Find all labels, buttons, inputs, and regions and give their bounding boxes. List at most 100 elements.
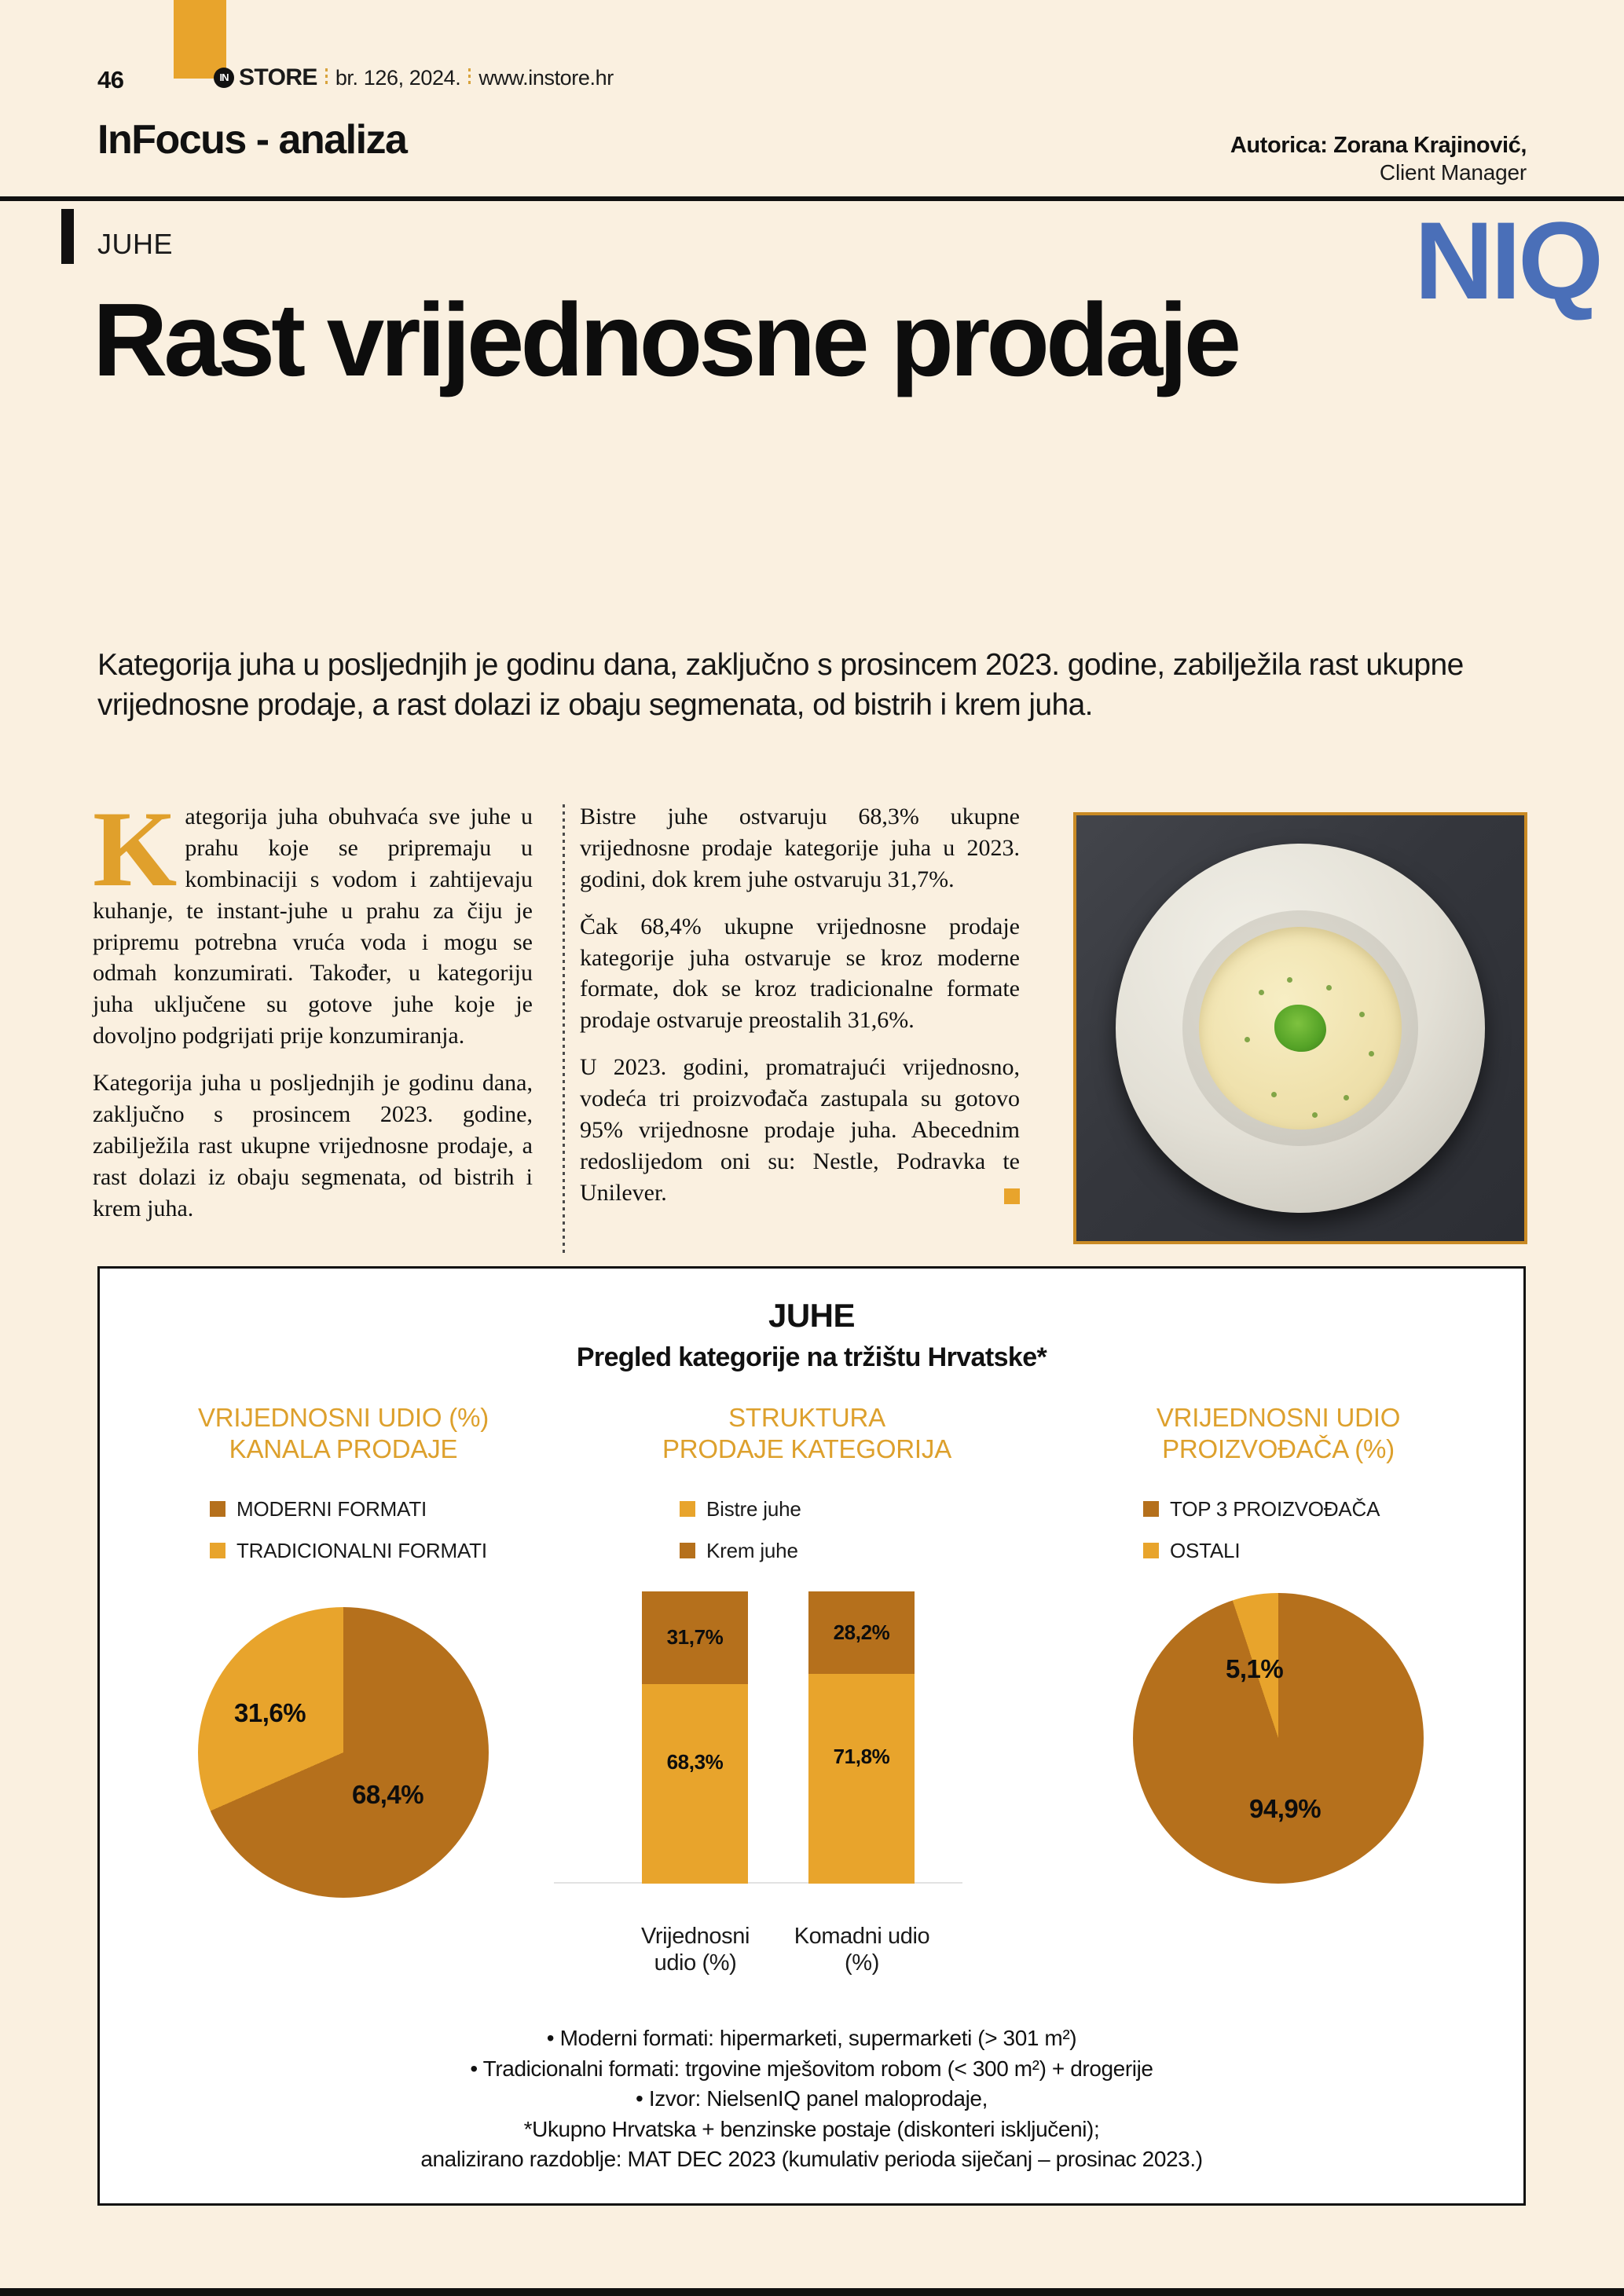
author-role: Client Manager	[1379, 160, 1527, 185]
end-of-article-mark-icon	[1004, 1188, 1020, 1204]
lede-paragraph: Kategorija juha u posljednjih je godinu …	[97, 648, 1464, 722]
footnote-line: *Ukupno Hrvatska + benzinske postaje (di…	[523, 2116, 1100, 2141]
legend-label: Bistre juhe	[706, 1496, 801, 1521]
page-number: 46	[97, 66, 124, 93]
paragraph: Kategorija juha u posljednjih je godinu …	[93, 1067, 533, 1224]
herb-speck	[1259, 990, 1264, 995]
herb-speck	[1312, 1112, 1318, 1118]
legend-swatch-icon	[210, 1543, 225, 1558]
masthead-color-block	[174, 0, 226, 79]
pie-value-label: 94,9%	[1249, 1793, 1322, 1823]
pie-slices	[1133, 1592, 1424, 1884]
chart-title: VRIJEDNOSNI UDIO PROIZVOĐAČA (%)	[1043, 1402, 1514, 1466]
legend-label: TOP 3 PROIZVOĐAČA	[1170, 1496, 1380, 1521]
instore-logo: IN STORE	[214, 64, 317, 91]
herb-speck	[1326, 985, 1332, 991]
chart-panel-subtitle: Pregled kategorije na tržištu Hrvatske*	[576, 1342, 1047, 1372]
legend-swatch-icon	[680, 1543, 695, 1558]
brand-name: STORE	[239, 64, 317, 90]
section-title: InFocus - analiza	[97, 117, 408, 163]
pie-slices	[198, 1606, 489, 1898]
paragraph-text: ategorija juha obuhvaća sve juhe u prahu…	[93, 804, 533, 1049]
chart-panel-title: JUHE	[768, 1297, 856, 1334]
chart-title-line2: KANALA PRODAJE	[229, 1434, 458, 1464]
chart-title-line1: VRIJEDNOSNI UDIO	[1156, 1403, 1401, 1432]
chart-value-share-channels: VRIJEDNOSNI UDIO (%) KANALA PRODAJE MODE…	[115, 1402, 571, 2031]
chart-legend: MODERNI FORMATI TRADICIONALNI FORMATI	[115, 1497, 571, 1563]
chart-title-line2: PROIZVOĐAČA (%)	[1162, 1434, 1395, 1464]
pie-chart: 31,6% 68,4%	[198, 1606, 489, 1898]
chart-legend: TOP 3 PROIZVOĐAČA OSTALI	[1043, 1497, 1514, 1563]
chart-footnotes: • Moderni formati: hipermarketi, superma…	[100, 2023, 1523, 2175]
herb-speck	[1369, 1051, 1374, 1056]
bar-segment-bistre: 68,3%	[642, 1683, 748, 1884]
bar-segment-bistre: 71,8%	[808, 1673, 915, 1884]
website-link[interactable]: www.instore.hr	[478, 65, 614, 90]
header-divider	[0, 196, 1624, 201]
x-tick-label: Vrijednosni udio (%)	[641, 1923, 750, 1976]
chart-title-line1: VRIJEDNOSNI UDIO (%)	[197, 1403, 489, 1432]
kicker-label: JUHE	[97, 228, 174, 260]
author-name: Autorica: Zorana Krajinović,	[1230, 133, 1527, 158]
herb-speck	[1344, 1095, 1349, 1100]
x-tick-label: Komadni udio (%)	[794, 1923, 930, 1976]
stacked-bar-chart: 31,7% 68,3% 28,2% 71,8%	[554, 1590, 1027, 1920]
chart-category-structure: STRUKTURA PRODAJE KATEGORIJA Bistre juhe…	[554, 1402, 1027, 2031]
chart-title: VRIJEDNOSNI UDIO (%) KANALA PRODAJE	[115, 1402, 571, 1466]
issue-label: br. 126, 2024.	[335, 65, 461, 90]
legend-swatch-icon	[680, 1501, 695, 1517]
legend-label: MODERNI FORMATI	[236, 1496, 427, 1521]
legend-label: OSTALI	[1170, 1538, 1241, 1562]
body-column-2: Bistre juhe ostvaruju 68,3% ukupne vrije…	[580, 801, 1020, 1225]
byline: Autorica: Zorana Krajinović, Client Mana…	[1230, 132, 1527, 187]
paragraph: U 2023. godini, promatrajući vrijednosno…	[580, 1052, 1020, 1208]
legend-item: Krem juhe	[680, 1539, 1027, 1563]
dot-separator-icon	[468, 68, 471, 87]
chart-legend: Bistre juhe Krem juhe	[587, 1497, 1027, 1563]
x-axis-line	[554, 1881, 962, 1884]
bar-category-labels: Vrijednosni udio (%) Komadni udio (%)	[587, 1920, 1027, 1987]
legend-item: MODERNI FORMATI	[210, 1497, 571, 1522]
paragraph-text: Bistre juhe ostvaruju 68,3% ukupne vrije…	[580, 804, 1020, 892]
bar-group-vrijednosni: 31,7% 68,3%	[642, 1591, 748, 1884]
legend-item: TRADICIONALNI FORMATI	[210, 1539, 571, 1563]
dot-separator-icon	[324, 68, 328, 87]
chart-panel: JUHE Pregled kategorije na tržištu Hrvat…	[97, 1266, 1526, 2206]
herb-speck	[1245, 1037, 1250, 1042]
article-photo	[1073, 812, 1527, 1244]
footnote-line: • Moderni formati: hipermarketi, superma…	[546, 2025, 1077, 2050]
drop-cap: K	[93, 789, 178, 909]
legend-item: TOP 3 PROIZVOĐAČA	[1143, 1497, 1514, 1522]
parsley-garnish	[1274, 1005, 1326, 1052]
herb-speck	[1271, 1092, 1277, 1097]
masthead: 46 IN STORE br. 126, 2024. www.instore.h…	[0, 0, 1624, 118]
chart-title: STRUKTURA PRODAJE KATEGORIJA	[587, 1402, 1027, 1466]
bar-segment-krem: 31,7%	[642, 1591, 748, 1684]
page-title: Rast vrijednosne prodaje	[93, 282, 1241, 397]
in-badge-icon: IN	[214, 68, 234, 88]
paragraph-text: U 2023. godini, promatrajući vrijednosno…	[580, 1054, 1020, 1206]
masthead-info: IN STORE br. 126, 2024. www.instore.hr	[214, 64, 614, 91]
legend-label: TRADICIONALNI FORMATI	[236, 1538, 487, 1562]
legend-swatch-icon	[1143, 1543, 1159, 1558]
legend-label: Krem juhe	[706, 1538, 798, 1562]
pie-value-label: 68,4%	[352, 1779, 424, 1809]
chart-title-line2: PRODAJE KATEGORIJA	[662, 1434, 952, 1464]
footnote-line: analizirano razdoblje: MAT DEC 2023 (kum…	[420, 2147, 1203, 2172]
herb-speck	[1359, 1012, 1365, 1017]
kicker-bar	[61, 209, 74, 264]
chart-manufacturer-share: VRIJEDNOSNI UDIO PROIZVOĐAČA (%) TOP 3 P…	[1043, 1402, 1514, 2031]
pie-chart: 5,1% 94,9%	[1133, 1592, 1424, 1884]
paragraph-text: Kategorija juha u posljednjih je godinu …	[93, 1070, 533, 1221]
herb-speck	[1287, 977, 1292, 983]
bar-group-komadni: 28,2% 71,8%	[808, 1591, 915, 1884]
footnote-line: • Izvor: NielsenIQ panel maloprodaje,	[636, 2086, 988, 2111]
bar-segment-krem: 28,2%	[808, 1591, 915, 1674]
footer-divider	[0, 2288, 1624, 2296]
paragraph: Čak 68,4% ukupne vrijednosne prodaje kat…	[580, 911, 1020, 1037]
pie-value-label: 31,6%	[234, 1697, 306, 1727]
